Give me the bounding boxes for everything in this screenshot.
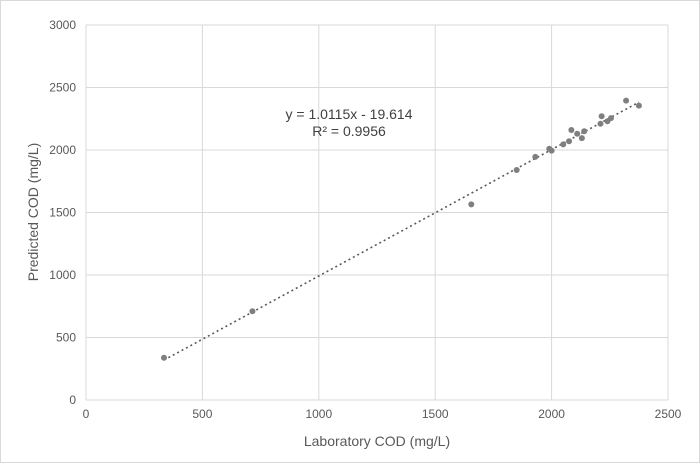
data-point — [560, 141, 567, 148]
trendline — [163, 101, 640, 361]
y-tick-label: 1500 — [49, 206, 76, 220]
data-point — [532, 153, 539, 160]
data-point — [597, 120, 604, 127]
grid-lines — [85, 24, 669, 401]
data-point — [635, 102, 642, 109]
data-point — [249, 308, 256, 315]
y-tick-labels: 0 500 1000 1500 2000 2500 3000 — [49, 18, 76, 407]
y-axis-title: Predicted COD (mg/L) — [25, 143, 41, 281]
data-point — [623, 97, 630, 104]
y-tick-label: 0 — [69, 393, 76, 407]
data-point — [160, 354, 167, 361]
data-point — [581, 128, 588, 135]
data-points — [160, 97, 642, 361]
data-point — [513, 167, 520, 173]
trendline-equation: y = 1.0115x - 19.614 — [286, 106, 413, 122]
data-point — [566, 138, 573, 145]
y-tick-label: 2500 — [49, 81, 76, 95]
x-tick-label: 1500 — [422, 407, 449, 421]
x-tick-labels: 0 500 1000 1500 2000 2500 — [83, 407, 682, 421]
x-axis-title: Laboratory COD (mg/L) — [304, 433, 450, 449]
data-point — [598, 113, 605, 120]
data-point — [468, 201, 475, 208]
y-tick-label: 500 — [56, 331, 76, 345]
data-point — [607, 115, 614, 122]
x-tick-label: 500 — [192, 407, 212, 421]
x-tick-label: 1000 — [305, 407, 332, 421]
x-tick-label: 2000 — [538, 407, 565, 421]
data-point — [578, 135, 585, 142]
trendline-r-squared: R² = 0.9956 — [312, 123, 386, 139]
x-tick-label: 0 — [83, 407, 90, 421]
y-tick-label: 2000 — [49, 143, 76, 157]
y-tick-label: 3000 — [49, 18, 76, 32]
data-point — [548, 147, 555, 154]
trendline-group — [163, 101, 640, 361]
data-point — [574, 130, 581, 137]
x-tick-label: 2500 — [655, 407, 682, 421]
y-tick-label: 1000 — [49, 268, 76, 282]
data-point — [568, 127, 575, 133]
